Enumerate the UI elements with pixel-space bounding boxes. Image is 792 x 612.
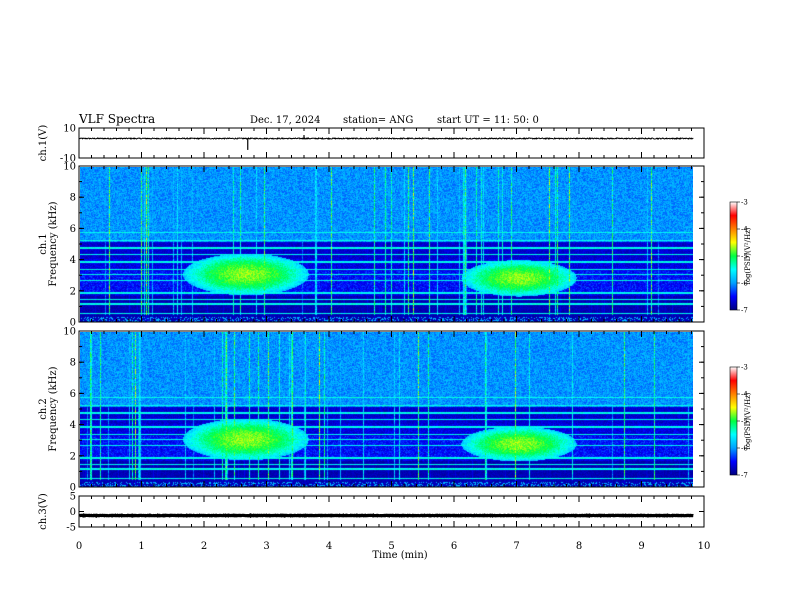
colorbar-tick-label: -5 — [741, 418, 748, 426]
y-tick-label: 5 — [70, 492, 76, 503]
ch2-colorbar: -3 -4 -5 -6 -7 log(PSD)(V²/Hz) — [729, 364, 752, 480]
colorbar-tick-label: -6 — [741, 280, 748, 288]
ch1-spectrogram-panel: 0 2 4 6 8 10 ch.1 Frequency (kHz) — [38, 162, 705, 329]
x-tick-label: 10 — [698, 541, 711, 552]
ch1-colorbar: -3 -4 -5 -6 -7 log(PSD)(V²/Hz) — [729, 199, 752, 315]
y-axis-label: Frequency (kHz) — [48, 201, 59, 286]
date-text: Dec. 17, 2024 — [250, 115, 320, 126]
colorbar-tick-label: -4 — [741, 226, 748, 234]
y-tick-label: 6 — [70, 389, 76, 400]
y-axis-label: ch.1(V) — [38, 125, 49, 162]
x-tick-label: 4 — [326, 541, 332, 552]
ch1-waveform-panel: 10 -10 ch.1(V) — [38, 124, 705, 165]
y-axis-label: ch.3(V) — [38, 493, 49, 530]
y-tick-label: 8 — [70, 358, 76, 369]
spectrogram-heatmap — [80, 167, 693, 322]
waveform-trace — [79, 513, 694, 519]
y-axis-label: Frequency (kHz) — [48, 366, 59, 451]
ch3-waveform-panel: 5 0 -5 ch.3(V) — [38, 492, 705, 534]
y-tick-label: 10 — [63, 327, 76, 338]
y-tick-label: 0 — [70, 507, 76, 518]
colorbar-tick-label: -5 — [741, 253, 748, 261]
y-tick-label: 0 — [70, 318, 76, 329]
colorbar-tick-label: -7 — [741, 472, 748, 480]
y-tick-label: 2 — [70, 451, 76, 462]
y-tick-label: 10 — [63, 124, 76, 135]
colorbar-tick-label: -7 — [741, 307, 748, 315]
x-tick-label: 8 — [576, 541, 582, 552]
x-tick-label: 3 — [263, 541, 269, 552]
spectrogram-heatmap — [80, 332, 693, 487]
start-time-text: start UT = 11: 50: 0 — [437, 115, 539, 126]
waveform-trace — [79, 136, 694, 141]
y-axis-label: ch.1 — [38, 233, 49, 255]
y-tick-label: 10 — [63, 162, 76, 173]
x-tick-label: 5 — [388, 541, 394, 552]
colorbar-scale — [729, 201, 738, 311]
y-tick-label: 2 — [70, 286, 76, 297]
y-tick-label: 0 — [70, 483, 76, 494]
y-tick-label: -5 — [66, 523, 76, 534]
x-tick-label: 1 — [138, 541, 144, 552]
y-tick-label: 8 — [70, 193, 76, 204]
colorbar-scale — [729, 366, 738, 476]
ch2-spectrogram-panel: 0 2 4 6 8 10 ch.2 Frequency (kHz) — [38, 327, 705, 494]
colorbar-tick-label: -4 — [741, 391, 748, 399]
x-axis-label: Time (min) — [372, 550, 427, 561]
colorbar-tick-label: -6 — [741, 445, 748, 453]
colorbar-tick-label: -3 — [741, 199, 748, 207]
y-tick-label: 6 — [70, 224, 76, 235]
x-tick-label: 6 — [451, 541, 457, 552]
x-tick-label: 9 — [638, 541, 644, 552]
y-tick-label: 4 — [70, 255, 76, 266]
y-axis-label: ch.2 — [38, 398, 49, 420]
colorbar-label: log(PSD)(V²/Hz) — [744, 227, 752, 284]
figure-title: VLF Spectra — [78, 112, 155, 126]
colorbar-label: log(PSD)(V²/Hz) — [744, 392, 752, 449]
y-tick-label: 4 — [70, 420, 76, 431]
x-tick-label: 2 — [201, 541, 207, 552]
x-tick-label: 7 — [513, 541, 519, 552]
x-tick-label: 0 — [76, 541, 82, 552]
y-tick-label: -10 — [60, 154, 76, 165]
station-text: station= ANG — [343, 115, 413, 126]
colorbar-tick-label: -3 — [741, 364, 748, 372]
